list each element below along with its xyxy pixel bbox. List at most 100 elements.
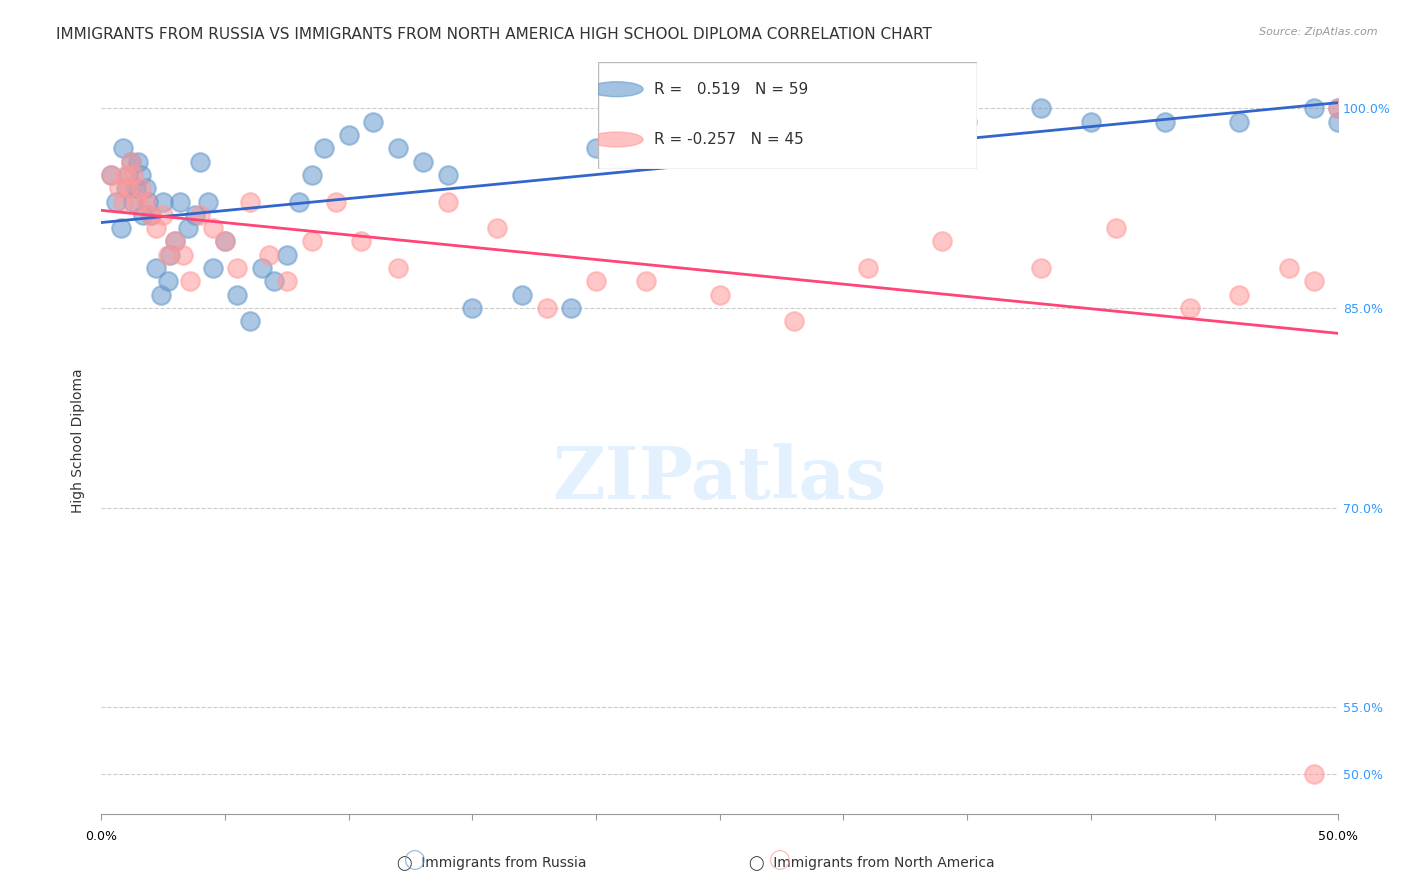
Point bbox=[263, 274, 285, 288]
Point bbox=[105, 194, 128, 209]
Point bbox=[120, 154, 142, 169]
Point bbox=[122, 194, 145, 209]
Point bbox=[560, 301, 582, 315]
Point bbox=[132, 208, 155, 222]
Point bbox=[115, 168, 138, 182]
Point bbox=[259, 248, 281, 262]
Point bbox=[510, 287, 533, 301]
Point bbox=[783, 314, 806, 328]
Point bbox=[956, 114, 979, 128]
Point bbox=[436, 168, 458, 182]
Text: ◯  Immigrants from Russia: ◯ Immigrants from Russia bbox=[398, 855, 586, 870]
Point bbox=[1031, 102, 1053, 116]
Point bbox=[387, 141, 409, 155]
Point bbox=[188, 154, 211, 169]
Point bbox=[177, 221, 200, 235]
Point bbox=[436, 194, 458, 209]
Point bbox=[117, 181, 139, 195]
Point bbox=[156, 248, 179, 262]
Point bbox=[585, 141, 607, 155]
Point bbox=[301, 168, 323, 182]
Point bbox=[107, 181, 129, 195]
Point bbox=[226, 287, 249, 301]
Point bbox=[100, 168, 122, 182]
Point bbox=[152, 194, 174, 209]
Point bbox=[139, 208, 162, 222]
Point bbox=[1227, 287, 1250, 301]
Point bbox=[159, 248, 181, 262]
Point bbox=[226, 261, 249, 276]
Point bbox=[536, 301, 558, 315]
Point bbox=[1104, 221, 1126, 235]
Point bbox=[634, 274, 657, 288]
Point bbox=[135, 181, 157, 195]
Point bbox=[683, 128, 706, 142]
Point bbox=[152, 208, 174, 222]
Point bbox=[1327, 102, 1350, 116]
Point bbox=[832, 114, 855, 128]
Point bbox=[125, 181, 148, 195]
Point bbox=[758, 114, 780, 128]
Point bbox=[1031, 261, 1053, 276]
Text: R = -0.257   N = 45: R = -0.257 N = 45 bbox=[654, 132, 804, 147]
Circle shape bbox=[591, 132, 643, 147]
Point bbox=[156, 274, 179, 288]
Point bbox=[350, 235, 373, 249]
Point bbox=[184, 208, 207, 222]
Point bbox=[301, 235, 323, 249]
Point bbox=[907, 114, 929, 128]
Text: R =   0.519   N = 59: R = 0.519 N = 59 bbox=[654, 82, 808, 96]
Point bbox=[115, 181, 138, 195]
Point bbox=[239, 194, 262, 209]
Point bbox=[149, 287, 172, 301]
Point bbox=[117, 168, 139, 182]
Point bbox=[100, 168, 122, 182]
Point bbox=[122, 168, 145, 182]
Point bbox=[179, 274, 201, 288]
Point bbox=[1327, 102, 1350, 116]
Point bbox=[1327, 114, 1350, 128]
Text: ZIPatlas: ZIPatlas bbox=[553, 442, 887, 514]
Point bbox=[585, 274, 607, 288]
Point bbox=[1302, 274, 1324, 288]
Text: ◯  Immigrants from North America: ◯ Immigrants from North America bbox=[749, 855, 994, 870]
Point bbox=[145, 261, 167, 276]
Point bbox=[363, 114, 385, 128]
Point bbox=[112, 141, 135, 155]
Point bbox=[172, 248, 194, 262]
Y-axis label: High School Diploma: High School Diploma bbox=[72, 368, 86, 514]
Point bbox=[165, 235, 187, 249]
Point bbox=[165, 235, 187, 249]
Point bbox=[337, 128, 360, 142]
Point bbox=[856, 261, 879, 276]
Point bbox=[145, 221, 167, 235]
Point bbox=[169, 194, 191, 209]
Point bbox=[610, 114, 633, 128]
Point bbox=[325, 194, 347, 209]
Point bbox=[135, 194, 157, 209]
Point bbox=[288, 194, 311, 209]
Point bbox=[276, 274, 298, 288]
Point bbox=[250, 261, 273, 276]
Point bbox=[1302, 102, 1324, 116]
Point bbox=[276, 248, 298, 262]
FancyBboxPatch shape bbox=[598, 62, 977, 169]
Point bbox=[112, 194, 135, 209]
Text: 50.0%: 50.0% bbox=[1319, 830, 1358, 843]
Point bbox=[1154, 114, 1177, 128]
Point bbox=[201, 261, 224, 276]
Point bbox=[201, 221, 224, 235]
Point bbox=[136, 194, 159, 209]
Point bbox=[412, 154, 434, 169]
Point bbox=[214, 235, 236, 249]
Point bbox=[486, 221, 509, 235]
Text: ◯: ◯ bbox=[769, 850, 792, 870]
Point bbox=[127, 194, 149, 209]
Text: ◯: ◯ bbox=[404, 850, 426, 870]
Point bbox=[709, 287, 731, 301]
Point bbox=[1302, 766, 1324, 780]
Point bbox=[1178, 301, 1201, 315]
Point bbox=[129, 168, 152, 182]
Text: IMMIGRANTS FROM RUSSIA VS IMMIGRANTS FROM NORTH AMERICA HIGH SCHOOL DIPLOMA CORR: IMMIGRANTS FROM RUSSIA VS IMMIGRANTS FRO… bbox=[56, 27, 932, 42]
Point bbox=[387, 261, 409, 276]
